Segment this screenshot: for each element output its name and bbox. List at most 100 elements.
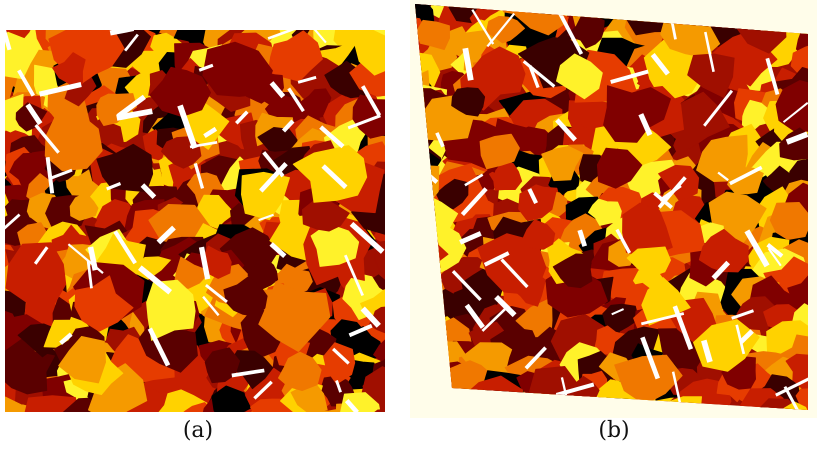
grain bbox=[247, 259, 279, 290]
grain bbox=[15, 102, 47, 132]
grain bbox=[451, 87, 486, 117]
grain bbox=[241, 171, 290, 221]
twin-band bbox=[640, 312, 685, 326]
twin-band bbox=[577, 229, 587, 247]
grain bbox=[698, 228, 749, 273]
twin-band bbox=[33, 246, 49, 265]
panel-a-grain-map bbox=[0, 0, 400, 418]
grain bbox=[696, 134, 748, 182]
twin-band bbox=[269, 242, 287, 259]
twin-band bbox=[766, 243, 784, 258]
twin-band bbox=[527, 188, 538, 205]
twin-band bbox=[48, 168, 73, 181]
twin-band bbox=[344, 254, 364, 297]
twin-band bbox=[116, 94, 146, 119]
grain bbox=[146, 279, 196, 341]
grain bbox=[522, 219, 556, 250]
grain bbox=[415, 19, 450, 50]
twin-band bbox=[670, 22, 677, 40]
grain bbox=[785, 352, 808, 390]
twin-band bbox=[124, 33, 139, 52]
panel-a-grains bbox=[5, 30, 385, 412]
twin-band bbox=[481, 305, 509, 332]
twin-band bbox=[739, 329, 754, 344]
grain bbox=[354, 30, 385, 76]
twin-band bbox=[349, 221, 385, 254]
grain bbox=[258, 281, 331, 352]
twin-band bbox=[267, 30, 295, 40]
twin-band bbox=[113, 230, 137, 265]
twin-band bbox=[253, 380, 273, 400]
twin-band bbox=[500, 258, 529, 289]
grain bbox=[69, 192, 99, 221]
twin-band bbox=[435, 132, 445, 148]
twin-band bbox=[281, 119, 295, 133]
grain bbox=[149, 66, 211, 117]
grain bbox=[603, 85, 671, 143]
twin-band bbox=[137, 265, 173, 295]
twin-band bbox=[39, 82, 82, 97]
twin-band bbox=[269, 81, 286, 99]
twin-band bbox=[347, 114, 381, 130]
grain bbox=[278, 351, 322, 391]
twin-band bbox=[177, 104, 198, 150]
twin-band bbox=[321, 164, 348, 190]
twin-band bbox=[204, 283, 228, 304]
grain bbox=[204, 347, 240, 384]
grain bbox=[5, 242, 67, 306]
twin-band bbox=[156, 225, 176, 245]
grain bbox=[518, 184, 557, 222]
twin-band bbox=[471, 9, 495, 45]
twin-band bbox=[555, 118, 577, 142]
grain bbox=[52, 52, 86, 85]
twin-band bbox=[198, 63, 214, 72]
twin-band bbox=[464, 303, 485, 329]
twin-band bbox=[5, 213, 21, 230]
twin-band bbox=[717, 171, 729, 182]
twin-band bbox=[235, 110, 249, 125]
twin-band bbox=[555, 382, 595, 397]
twin-band bbox=[775, 376, 808, 397]
grain bbox=[203, 245, 232, 279]
panel-b-grain-map bbox=[410, 0, 817, 418]
twin-band bbox=[701, 339, 713, 363]
grain bbox=[511, 273, 546, 307]
twin-band bbox=[729, 165, 763, 186]
grain bbox=[588, 198, 622, 226]
twin-band bbox=[17, 69, 35, 97]
twin-band bbox=[59, 332, 73, 345]
twin-band bbox=[86, 260, 93, 289]
twin-band bbox=[459, 231, 482, 245]
twin-band bbox=[494, 294, 517, 318]
twin-band bbox=[5, 30, 12, 51]
twin-band bbox=[360, 306, 381, 328]
grain bbox=[373, 339, 385, 363]
twin-band bbox=[34, 124, 60, 154]
twin-band bbox=[704, 31, 715, 73]
twin-band bbox=[140, 183, 157, 199]
twin-band bbox=[460, 187, 488, 217]
twin-band bbox=[109, 30, 135, 36]
twin-band bbox=[193, 162, 205, 189]
twin-band bbox=[45, 156, 55, 194]
panel-b-grains bbox=[415, 4, 808, 410]
grain bbox=[323, 342, 356, 385]
twin-band bbox=[522, 60, 556, 88]
caption-b: (b) bbox=[598, 418, 630, 443]
twin-band bbox=[319, 125, 345, 149]
grain bbox=[211, 385, 252, 412]
twin-band bbox=[116, 108, 153, 121]
grain bbox=[552, 253, 593, 289]
twin-band bbox=[615, 228, 632, 254]
twin-band bbox=[744, 229, 770, 268]
twin-band bbox=[462, 47, 474, 81]
twin-band bbox=[25, 103, 43, 126]
twin-band bbox=[67, 243, 104, 274]
twin-band bbox=[782, 102, 808, 123]
twin-band bbox=[783, 385, 808, 410]
twin-band bbox=[483, 251, 510, 267]
twin-band bbox=[558, 12, 584, 55]
grain bbox=[541, 146, 584, 182]
twin-band bbox=[332, 347, 350, 365]
